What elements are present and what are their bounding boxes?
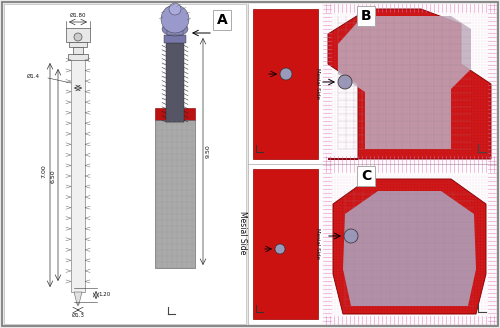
Polygon shape [74,292,82,304]
Polygon shape [77,304,79,306]
Ellipse shape [162,22,188,36]
Circle shape [161,5,189,33]
Text: 7.00: 7.00 [41,164,46,178]
Circle shape [344,229,358,243]
Polygon shape [343,191,476,306]
Bar [164,35,186,43]
Text: A: A [216,13,228,27]
Circle shape [338,75,352,89]
Text: Ø1.3: Ø1.3 [72,313,85,318]
Circle shape [275,244,285,254]
Bar [253,169,318,319]
Bar [71,60,85,292]
Polygon shape [333,179,486,314]
Bar [248,4,323,164]
Text: 6.50: 6.50 [51,169,56,183]
Bar [73,47,83,54]
Text: Ø1.80: Ø1.80 [70,13,86,18]
Bar [167,21,183,35]
Text: C: C [361,169,371,183]
Polygon shape [338,16,471,149]
Bar [248,164,323,324]
Text: B: B [360,9,372,23]
Bar [166,108,184,122]
Circle shape [280,68,292,80]
Bar [166,43,184,122]
Bar [66,28,90,42]
Text: Ø1.4: Ø1.4 [27,73,40,78]
Bar [69,42,87,47]
Text: 9.50: 9.50 [206,145,211,158]
Bar [323,164,496,324]
Bar [4,4,246,324]
Text: 1.20: 1.20 [98,293,110,297]
Text: Mesial Side: Mesial Side [314,69,320,99]
Circle shape [74,33,82,41]
Text: Mesial Side: Mesial Side [314,229,320,259]
Bar [68,54,88,60]
Bar [155,120,195,268]
Text: Mesial Side: Mesial Side [238,211,246,255]
Polygon shape [328,9,491,159]
Bar [323,4,496,164]
Bar [155,108,195,120]
Bar [253,9,318,159]
Circle shape [169,3,181,15]
